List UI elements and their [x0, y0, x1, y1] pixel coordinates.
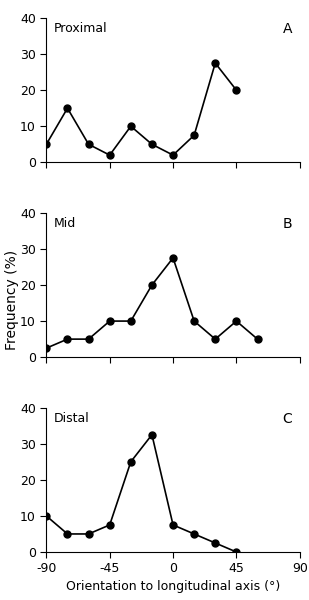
- Text: Mid: Mid: [54, 217, 76, 230]
- Text: B: B: [282, 217, 292, 231]
- Text: C: C: [282, 412, 292, 426]
- X-axis label: Orientation to longitudinal axis (°): Orientation to longitudinal axis (°): [66, 580, 280, 593]
- Text: A: A: [283, 22, 292, 37]
- Text: Distal: Distal: [54, 412, 90, 425]
- Text: Frequency (%): Frequency (%): [5, 250, 19, 350]
- Text: Proximal: Proximal: [54, 22, 108, 35]
